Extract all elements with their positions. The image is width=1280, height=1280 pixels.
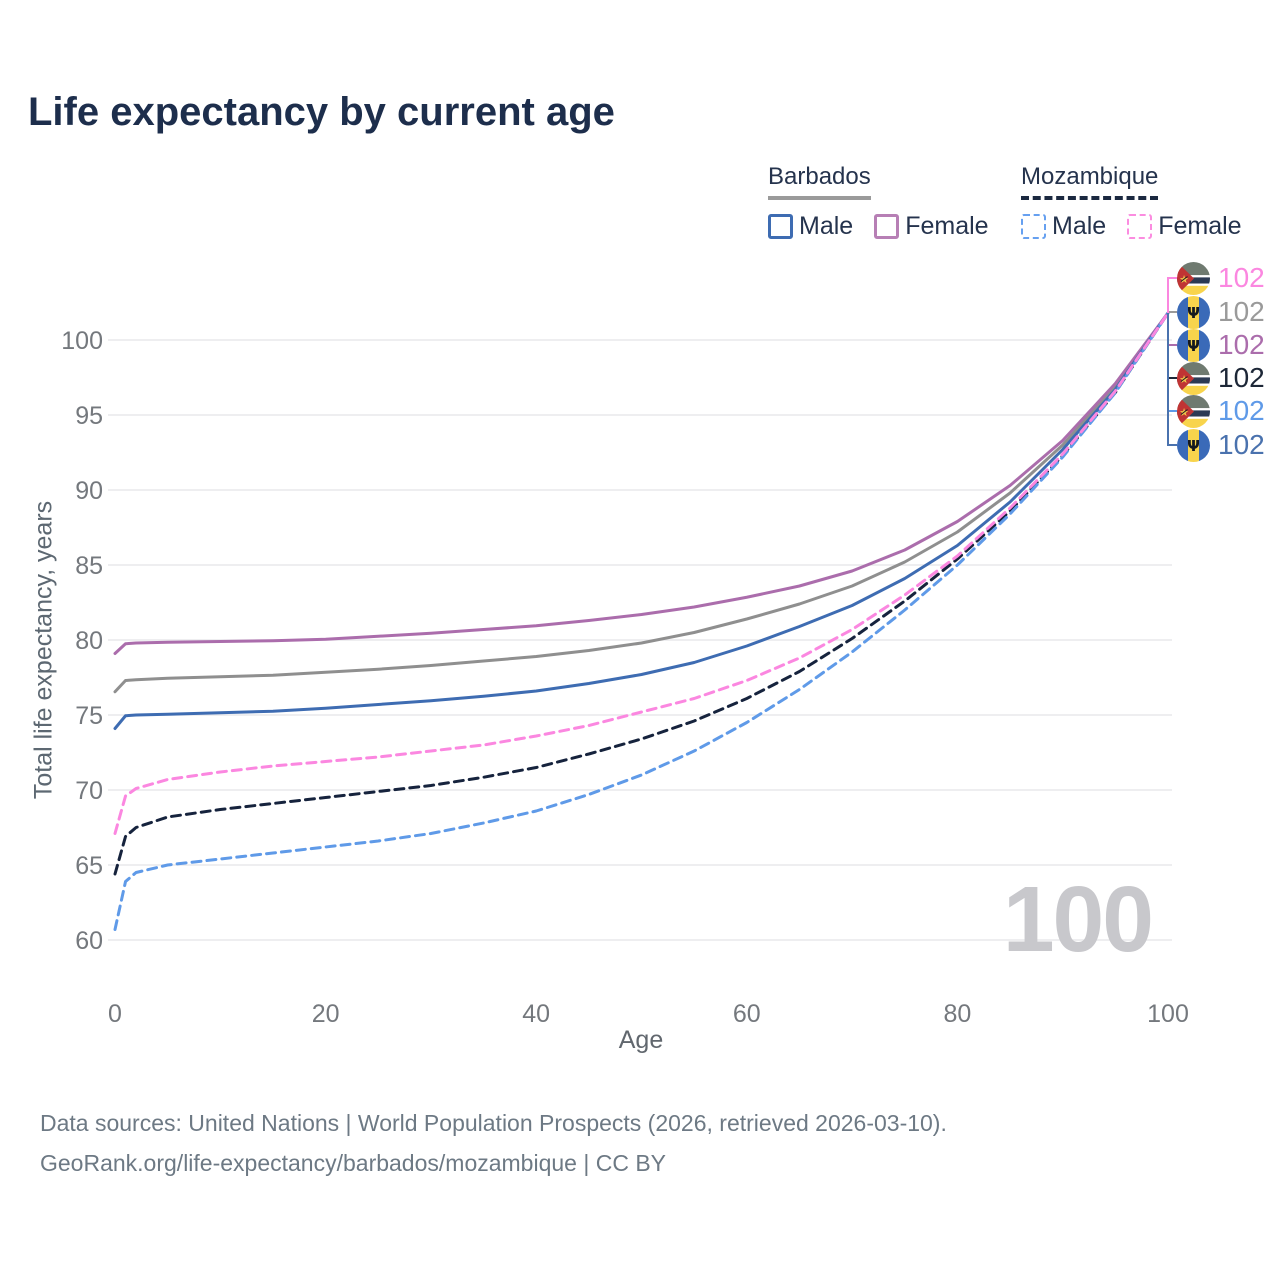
end-value-label: 102 [1218, 262, 1265, 293]
y-tick-80: 80 [75, 627, 103, 655]
callout-row-barbados-male[interactable]: Ψ 102 [1177, 428, 1265, 462]
legend-item-barbados-male-label: Male [799, 212, 854, 240]
mozambique-flag-icon: ★ [1177, 361, 1210, 395]
end-value-label: 102 [1218, 429, 1265, 460]
callout-row-mozambique-both-sexes[interactable]: ★ 102 [1177, 361, 1265, 395]
y-tick-70: 70 [75, 777, 103, 805]
legend-country-mozambique[interactable]: Mozambique [1021, 163, 1159, 200]
barbados-line-style-swatch [768, 196, 871, 200]
y-tick-65: 65 [75, 852, 103, 880]
leader-line-5 [1167, 313, 1177, 446]
x-tick-60: 60 [733, 1000, 761, 1028]
barbados-male-swatch [768, 214, 793, 239]
barbados-flag-icon: Ψ [1177, 328, 1210, 362]
x-tick-0: 0 [108, 1000, 122, 1028]
series-line-mozambique-both[interactable] [113, 311, 1170, 876]
legend-item-barbados-female-label: Female [905, 212, 989, 240]
data-sources-text: Data sources: United Nations | World Pop… [40, 1110, 947, 1136]
y-tick-60: 60 [75, 927, 103, 955]
series-line-barbados-both[interactable] [113, 311, 1170, 694]
y-tick-95: 95 [75, 402, 103, 430]
mozambique-male-swatch [1021, 214, 1046, 239]
end-value-label: 102 [1218, 395, 1265, 426]
y-tick-75: 75 [75, 702, 103, 730]
attribution-link-text[interactable]: GeoRank.org/life-expectancy/barbados/moz… [40, 1150, 667, 1176]
leader-line-1 [1167, 311, 1177, 313]
series-line-barbados-male[interactable] [113, 311, 1170, 730]
svg-text:Ψ: Ψ [1187, 337, 1200, 355]
svg-text:Ψ: Ψ [1187, 304, 1200, 322]
x-tick-80: 80 [943, 1000, 971, 1028]
barbados-female-swatch [874, 214, 900, 239]
callout-row-mozambique-male[interactable]: ★ 102 [1177, 394, 1265, 428]
legend-group-mozambique: Mozambique Male Female [1021, 163, 1242, 241]
series-line-barbados-female[interactable] [113, 311, 1170, 655]
callout-row-barbados-female[interactable]: Ψ 102 [1177, 328, 1265, 362]
legend-group-barbados: Barbados Male Female [768, 163, 989, 241]
mozambique-flag-icon: ★ [1177, 394, 1210, 428]
legend-country-barbados-label: Barbados [768, 163, 871, 190]
barbados-flag-icon: Ψ [1177, 295, 1210, 329]
series-line-mozambique-male[interactable] [113, 311, 1170, 931]
y-axis-label: Total life expectancy, years [29, 500, 58, 800]
x-tick-100: 100 [1147, 1000, 1189, 1028]
y-tick-90: 90 [75, 477, 103, 505]
age-watermark: 100 [1002, 867, 1154, 971]
legend-country-mozambique-label: Mozambique [1021, 163, 1159, 190]
end-value-label: 102 [1218, 296, 1265, 327]
callout-row-mozambique-female[interactable]: ★ 102 [1177, 261, 1265, 295]
leader-line-4 [1167, 313, 1177, 412]
callout-row-barbados-both-sexes[interactable]: Ψ 102 [1177, 295, 1265, 329]
svg-text:Ψ: Ψ [1187, 437, 1200, 455]
leader-line-0 [1167, 277, 1177, 313]
legend-item-mozambique-female[interactable]: Female [1127, 212, 1242, 241]
x-tick-20: 20 [312, 1000, 340, 1028]
legend-item-barbados-male[interactable]: Male [768, 212, 853, 241]
mozambique-female-swatch [1127, 214, 1153, 239]
barbados-flag-icon: Ψ [1177, 428, 1210, 462]
series-line-mozambique-female[interactable] [113, 311, 1170, 835]
y-tick-85: 85 [75, 552, 103, 580]
mozambique-line-style-swatch [1021, 196, 1159, 200]
line-chart-plot-area[interactable]: 60 65 70 75 80 85 90 95 100 0 20 40 60 80 100 [0, 0, 1280, 1070]
legend-item-mozambique-male-label: Male [1052, 212, 1107, 240]
legend-item-mozambique-female-label: Female [1158, 212, 1242, 240]
end-value-label: 102 [1218, 329, 1265, 360]
end-value-label: 102 [1218, 362, 1265, 393]
x-tick-40: 40 [522, 1000, 550, 1028]
page-title: Life expectancy by current age [28, 90, 615, 134]
legend-item-mozambique-male[interactable]: Male [1021, 212, 1106, 241]
legend-country-barbados[interactable]: Barbados [768, 163, 871, 200]
y-tick-100: 100 [61, 327, 103, 355]
mozambique-flag-icon: ★ [1177, 261, 1210, 295]
x-axis-label: Age [618, 1026, 664, 1054]
legend-item-barbados-female[interactable]: Female [874, 212, 989, 241]
